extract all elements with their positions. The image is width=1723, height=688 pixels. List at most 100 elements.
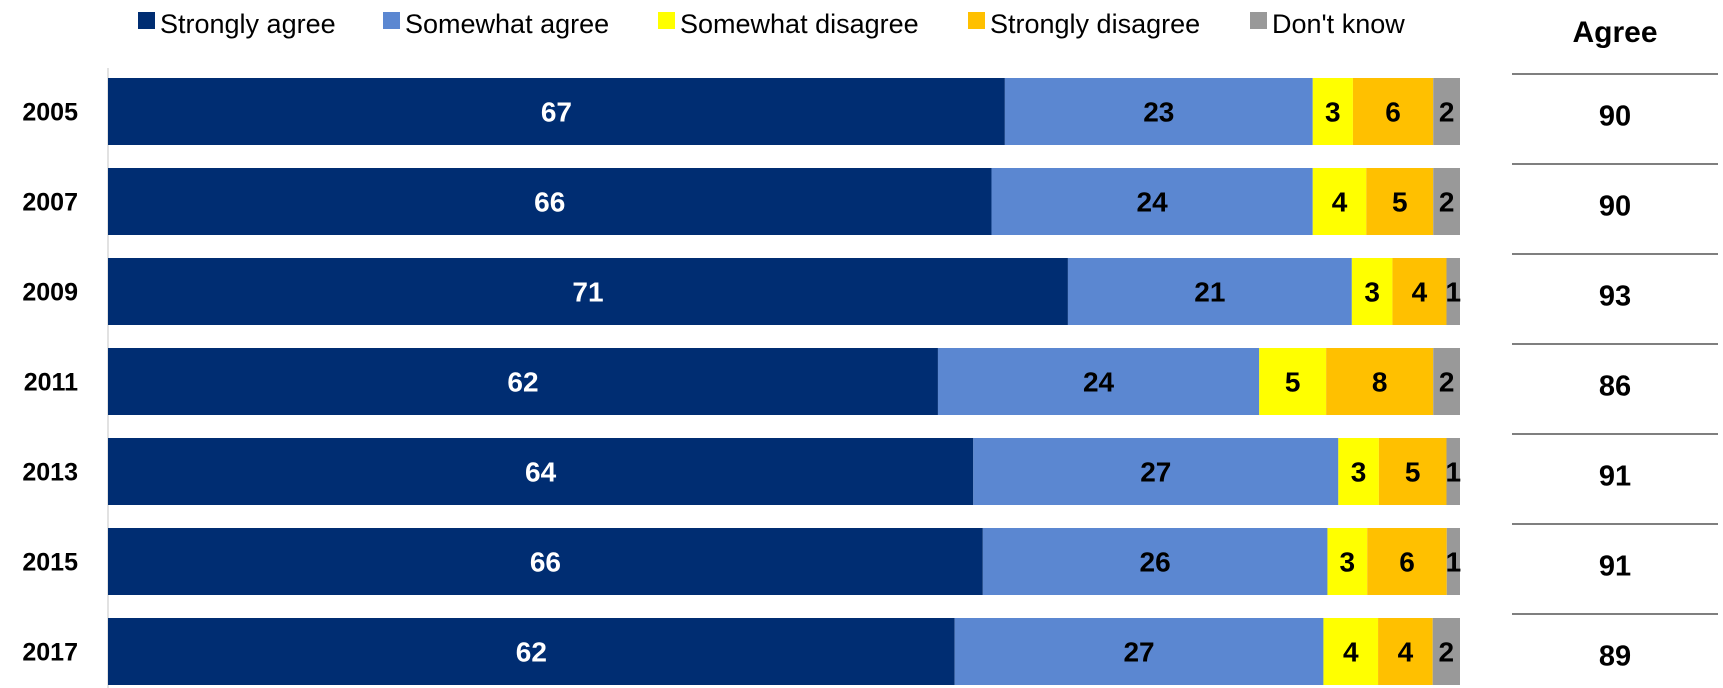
- data-label: 2: [1439, 367, 1455, 398]
- bar-segment-don-t-know: [1432, 618, 1460, 685]
- bar-segment-somewhat-disagree: [1351, 258, 1393, 325]
- bar-segment-strongly-agree: [108, 618, 955, 685]
- legend-label-somewhat-agree: Somewhat agree: [405, 9, 609, 39]
- data-label: 5: [1405, 457, 1421, 488]
- bar-segment-don-t-know: [1446, 528, 1460, 595]
- agree-value: 91: [1599, 461, 1631, 493]
- bar-segment-somewhat-agree: [954, 618, 1324, 685]
- data-label: 26: [1140, 547, 1171, 578]
- y-tick-label: 2007: [22, 189, 78, 217]
- y-tick-label: 2005: [22, 99, 78, 127]
- legend-item-strongly-disagree: Strongly disagree: [968, 9, 1200, 39]
- data-label: 4: [1332, 187, 1348, 218]
- data-label: 1: [1445, 457, 1461, 488]
- bar-segment-somewhat-agree: [1004, 78, 1313, 145]
- chart-legend: Strongly agree Somewhat agree Somewhat dis…: [138, 9, 1405, 39]
- legend-label-strongly-disagree: Strongly disagree: [990, 9, 1200, 39]
- data-label: 4: [1412, 277, 1428, 308]
- data-label: 5: [1285, 367, 1301, 398]
- bar-segment-strongly-agree: [108, 348, 938, 415]
- data-label: 4: [1343, 637, 1359, 668]
- data-label: 66: [530, 547, 561, 578]
- legend-swatch-strongly-disagree: [968, 12, 985, 29]
- data-label: 6: [1385, 97, 1401, 128]
- bar-segment-somewhat-disagree: [1338, 438, 1379, 505]
- bar-segment-strongly-agree: [108, 528, 983, 595]
- agree-value: 91: [1599, 551, 1631, 583]
- bar-segment-somewhat-disagree: [1259, 348, 1327, 415]
- data-label: 3: [1364, 277, 1380, 308]
- legend-swatch-somewhat-agree: [383, 12, 400, 29]
- data-label: 3: [1351, 457, 1367, 488]
- data-label: 66: [534, 187, 565, 218]
- bar-segment-don-t-know: [1433, 78, 1460, 145]
- agree-column: Agree 90 90 93 86 91 91 89: [1512, 16, 1718, 673]
- bar-segment-somewhat-agree: [1067, 258, 1352, 325]
- bar-segment-somewhat-agree: [991, 168, 1313, 235]
- data-label: 71: [572, 277, 603, 308]
- bar-segment-somewhat-disagree: [1327, 528, 1368, 595]
- bar-row-2011: 2011 62 24 5 8 2: [24, 348, 1460, 415]
- bar-segment-strongly-disagree: [1326, 348, 1434, 415]
- legend-item-strongly-agree: Strongly agree: [138, 9, 336, 39]
- bar-row-2009: 2009 71 21 3 4 1: [22, 258, 1461, 325]
- data-label: 23: [1143, 97, 1174, 128]
- data-label: 62: [507, 367, 538, 398]
- legend-item-somewhat-agree: Somewhat agree: [383, 9, 609, 39]
- bar-segment-don-t-know: [1446, 258, 1460, 325]
- bar-segment-don-t-know: [1446, 438, 1460, 505]
- bar-row-2017: 2017 62 27 4 4 2: [22, 618, 1460, 685]
- bar-segment-strongly-agree: [108, 168, 992, 235]
- bar-row-2013: 2013 64 27 3 5 1: [22, 438, 1461, 505]
- legend-swatch-somewhat-disagree: [658, 12, 675, 29]
- y-tick-label: 2013: [22, 459, 78, 487]
- data-label: 27: [1140, 457, 1171, 488]
- agree-value: 89: [1599, 641, 1631, 673]
- legend-swatch-don-t-know: [1250, 12, 1267, 29]
- agree-value: 86: [1599, 371, 1631, 403]
- data-label: 4: [1398, 637, 1414, 668]
- legend-swatch-strongly-agree: [138, 12, 155, 29]
- y-tick-label: 2011: [24, 369, 78, 397]
- legend-item-don-t-know: Don't know: [1250, 9, 1405, 39]
- bar-segment-somewhat-agree: [973, 438, 1339, 505]
- data-label: 24: [1083, 367, 1115, 398]
- data-label: 67: [541, 97, 572, 128]
- data-label: 24: [1137, 187, 1169, 218]
- bar-segment-somewhat-disagree: [1312, 168, 1367, 235]
- bar-row-2005: 2005 67 23 3 6 2: [22, 78, 1460, 145]
- y-tick-label: 2015: [22, 549, 78, 577]
- bar-segment-somewhat-agree: [982, 528, 1328, 595]
- data-label: 2: [1439, 97, 1455, 128]
- data-label: 3: [1340, 547, 1356, 578]
- data-label: 5: [1392, 187, 1408, 218]
- bar-row-2007: 2007 66 24 4 5 2: [22, 168, 1460, 235]
- data-label: 27: [1123, 637, 1154, 668]
- bar-segment-don-t-know: [1433, 348, 1460, 415]
- bar-segment-don-t-know: [1433, 168, 1460, 235]
- data-label: 64: [525, 457, 557, 488]
- data-label: 6: [1399, 547, 1415, 578]
- data-label: 62: [516, 637, 547, 668]
- legend-label-somewhat-disagree: Somewhat disagree: [680, 9, 919, 39]
- bar-segment-strongly-disagree: [1392, 258, 1447, 325]
- agree-value: 93: [1599, 281, 1631, 313]
- agree-value: 90: [1599, 191, 1631, 223]
- data-label: 2: [1439, 637, 1455, 668]
- bar-segment-strongly-disagree: [1378, 618, 1433, 685]
- y-tick-label: 2017: [22, 639, 78, 667]
- bar-segment-somewhat-disagree: [1323, 618, 1379, 685]
- bar-segment-strongly-disagree: [1378, 438, 1447, 505]
- bar-segment-somewhat-agree: [937, 348, 1260, 415]
- agree-column-header: Agree: [1572, 16, 1657, 49]
- bar-segment-strongly-disagree: [1366, 168, 1434, 235]
- bar-segment-strongly-agree: [108, 78, 1005, 145]
- legend-label-strongly-agree: Strongly agree: [160, 9, 336, 39]
- y-tick-label: 2009: [22, 279, 78, 307]
- bar-row-2015: 2015 66 26 3 6 1: [22, 528, 1461, 595]
- legend-label-don-t-know: Don't know: [1272, 9, 1405, 39]
- bar-segment-strongly-disagree: [1367, 528, 1447, 595]
- bar-segment-strongly-agree: [108, 258, 1068, 325]
